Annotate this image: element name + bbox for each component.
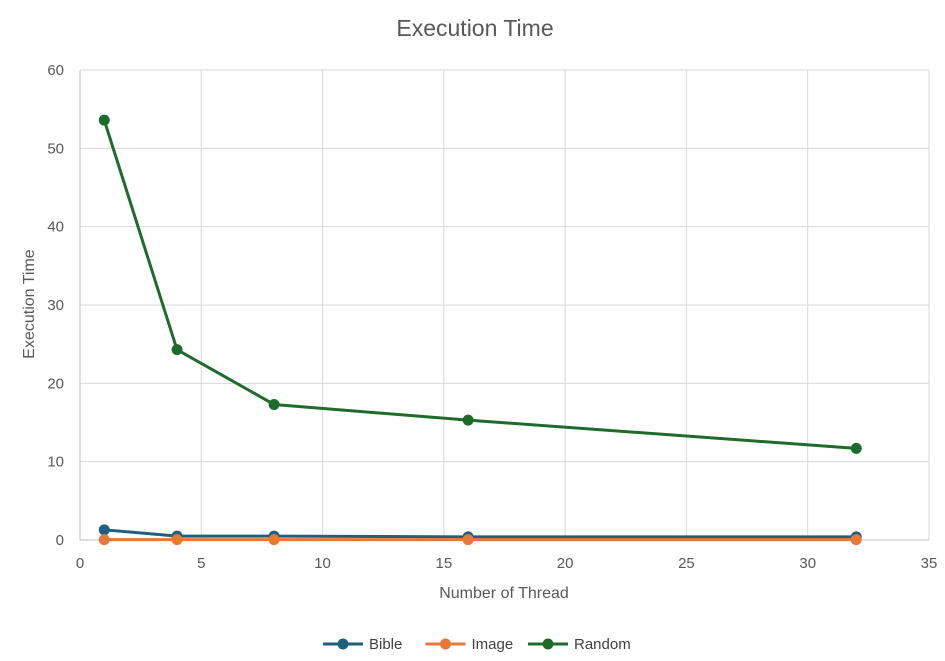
data-point-image bbox=[268, 534, 280, 546]
series-layer bbox=[98, 114, 862, 546]
data-point-image bbox=[462, 534, 474, 546]
x-tick-label: 15 bbox=[436, 555, 453, 572]
y-tick-label: 20 bbox=[47, 375, 64, 392]
legend-label: Image bbox=[472, 636, 514, 653]
data-point-random bbox=[462, 414, 474, 426]
chart-title: Execution Time bbox=[396, 15, 553, 41]
series-image bbox=[98, 534, 862, 546]
series-random bbox=[98, 114, 862, 454]
data-point-random bbox=[98, 114, 110, 126]
x-axis-title: Number of Thread bbox=[439, 585, 569, 602]
legend-label: Random bbox=[574, 636, 631, 653]
legend-label: Bible bbox=[369, 636, 402, 653]
x-tick-label: 5 bbox=[197, 555, 205, 572]
series-line-random bbox=[102, 119, 857, 450]
legend-swatch-marker bbox=[440, 638, 451, 650]
y-tick-label: 60 bbox=[47, 62, 64, 79]
x-tick-label: 25 bbox=[678, 555, 695, 572]
y-tick-label: 10 bbox=[47, 454, 64, 471]
x-tick-label: 30 bbox=[799, 555, 816, 572]
data-point-image bbox=[171, 534, 183, 546]
x-tick-label: 35 bbox=[921, 555, 938, 572]
y-tick-label: 0 bbox=[56, 532, 64, 549]
y-tick-label: 40 bbox=[47, 219, 64, 236]
legend-swatch-marker bbox=[337, 638, 349, 650]
data-point-bible bbox=[98, 524, 110, 536]
data-point-random bbox=[850, 442, 862, 454]
data-point-image bbox=[850, 534, 862, 546]
data-point-random bbox=[171, 344, 183, 356]
y-axis-title: Execution Time bbox=[21, 249, 38, 358]
x-tick-label: 0 bbox=[76, 555, 84, 572]
y-tick-label: 50 bbox=[47, 140, 64, 157]
legend-item-random: Random bbox=[528, 636, 631, 653]
x-tick-label: 10 bbox=[314, 555, 331, 572]
legend: Bible Image Random bbox=[323, 636, 631, 653]
legend-item-image: Image bbox=[425, 636, 514, 653]
legend-item-bible: Bible bbox=[323, 636, 402, 653]
data-point-image bbox=[98, 534, 110, 546]
legend-swatch-marker bbox=[542, 638, 554, 650]
y-tick-label: 30 bbox=[47, 297, 64, 314]
data-point-random bbox=[268, 398, 280, 410]
series-line-bible bbox=[104, 528, 857, 539]
axes: 0 10 20 30 40 50 60 0 5 10 15 20 25 30 35 bbox=[47, 62, 937, 572]
grid bbox=[80, 69, 930, 540]
x-tick-label: 20 bbox=[557, 555, 574, 572]
